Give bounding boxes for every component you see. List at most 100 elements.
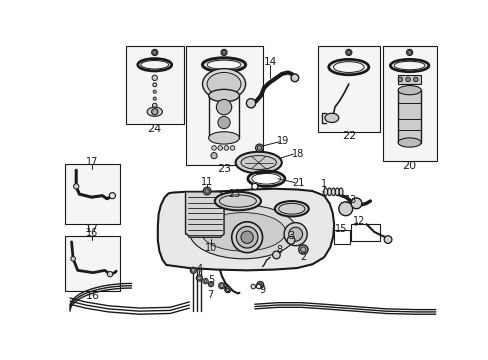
Circle shape [300,247,305,252]
Circle shape [216,99,231,115]
Ellipse shape [274,201,308,216]
Ellipse shape [397,86,420,95]
Text: 22: 22 [341,131,355,141]
Circle shape [218,116,230,129]
Circle shape [256,282,263,288]
Circle shape [109,193,115,199]
Text: 8: 8 [276,245,282,255]
Text: 24: 24 [147,124,162,134]
Bar [126,45,183,124]
Bar [382,45,436,161]
Circle shape [196,275,202,281]
Text: 15: 15 [334,224,346,234]
Circle shape [288,227,302,241]
Circle shape [151,109,158,115]
Ellipse shape [202,69,245,99]
Circle shape [211,145,216,150]
Text: 21: 21 [292,177,305,188]
Bar [317,45,379,132]
Ellipse shape [208,89,239,102]
Text: 23: 23 [228,189,241,199]
Circle shape [152,103,157,108]
Circle shape [284,222,306,246]
Circle shape [413,77,417,82]
Text: 9: 9 [259,285,265,295]
Circle shape [190,267,196,274]
Circle shape [251,183,257,189]
Circle shape [191,269,195,272]
Ellipse shape [331,188,335,195]
Text: 4: 4 [196,264,202,274]
Polygon shape [185,192,224,237]
Text: 13: 13 [344,194,357,204]
Ellipse shape [335,188,339,195]
Circle shape [397,77,402,82]
Ellipse shape [201,213,285,251]
Circle shape [209,283,212,286]
Circle shape [225,288,229,292]
Ellipse shape [327,188,331,195]
Circle shape [290,74,298,82]
Bar [397,75,420,84]
Circle shape [250,284,255,289]
Circle shape [406,49,412,55]
Circle shape [246,99,255,108]
Circle shape [230,145,234,150]
Circle shape [208,282,213,287]
Ellipse shape [207,72,241,95]
Circle shape [405,77,409,82]
Circle shape [350,198,361,209]
Circle shape [224,145,228,150]
Circle shape [71,256,75,261]
Circle shape [258,283,262,287]
Circle shape [298,245,307,254]
Ellipse shape [208,132,239,144]
Circle shape [73,184,79,189]
Circle shape [153,90,156,93]
Circle shape [255,144,263,152]
Text: 19: 19 [277,136,289,146]
Ellipse shape [235,152,281,173]
Text: 6: 6 [223,285,229,295]
Ellipse shape [147,107,162,116]
Ellipse shape [214,192,261,210]
Circle shape [231,222,262,253]
Text: 7: 7 [206,290,213,300]
Circle shape [338,202,352,216]
Circle shape [218,145,222,150]
Circle shape [286,237,294,244]
Text: 1: 1 [321,179,326,189]
Circle shape [153,50,156,54]
Circle shape [197,276,201,280]
Polygon shape [158,189,333,270]
Circle shape [241,231,253,243]
Circle shape [256,284,261,289]
Circle shape [210,153,217,159]
Bar [185,45,262,165]
Circle shape [224,287,230,293]
Text: 17: 17 [85,224,99,234]
Bar [216,80,231,87]
Circle shape [153,97,156,100]
Ellipse shape [397,138,420,147]
Text: 18: 18 [291,149,304,159]
Text: 14: 14 [263,58,276,67]
Ellipse shape [324,113,338,122]
Circle shape [272,251,280,259]
Circle shape [220,284,223,288]
Circle shape [236,226,257,248]
Text: 20: 20 [402,161,416,171]
Circle shape [203,187,210,195]
Circle shape [221,49,226,55]
Text: 23: 23 [217,164,231,174]
Ellipse shape [323,188,327,195]
Circle shape [222,50,225,54]
Bar [64,236,120,291]
Circle shape [257,145,261,150]
Bar [397,90,420,143]
Circle shape [384,236,391,243]
Circle shape [107,271,113,277]
Text: 17: 17 [86,157,99,167]
Text: 12: 12 [352,216,364,226]
Circle shape [218,283,224,289]
